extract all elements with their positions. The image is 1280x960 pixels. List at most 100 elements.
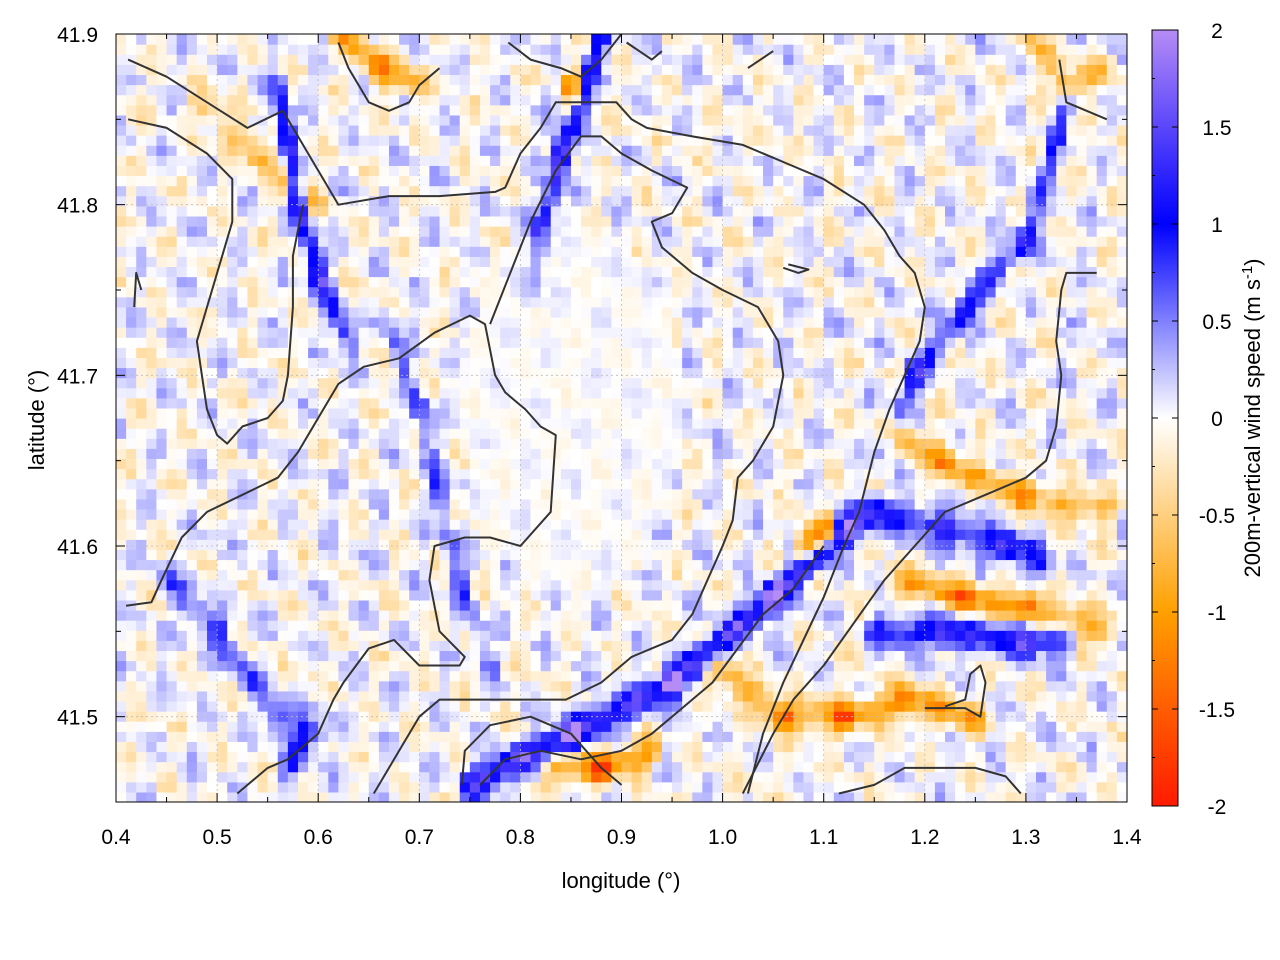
heatmap-cell bbox=[742, 650, 754, 662]
heatmap-cell bbox=[702, 589, 714, 601]
heatmap-cell bbox=[227, 761, 238, 773]
heatmap-cell bbox=[1056, 761, 1067, 773]
heatmap-cell bbox=[651, 620, 663, 631]
heatmap-cell bbox=[257, 488, 269, 500]
heatmap-cell bbox=[884, 529, 896, 540]
heatmap-cell bbox=[884, 488, 896, 500]
heatmap-cell bbox=[378, 791, 390, 802]
heatmap-cell bbox=[1086, 428, 1098, 439]
heatmap-cell bbox=[186, 680, 198, 692]
heatmap-cell bbox=[924, 610, 936, 621]
heatmap-cell bbox=[126, 387, 137, 399]
heatmap-cell bbox=[358, 498, 370, 510]
heatmap-cell bbox=[965, 488, 976, 500]
heatmap-cell bbox=[318, 559, 329, 571]
heatmap-cell bbox=[388, 529, 400, 540]
heatmap-cell bbox=[611, 377, 623, 389]
heatmap-cell bbox=[1015, 549, 1027, 561]
heatmap-cell bbox=[864, 539, 875, 550]
heatmap-cell bbox=[126, 357, 137, 369]
heatmap-cell bbox=[308, 599, 319, 611]
heatmap-cell bbox=[742, 791, 754, 802]
heatmap-cell bbox=[206, 660, 218, 672]
heatmap-cell bbox=[318, 771, 329, 783]
heatmap-cell bbox=[429, 761, 441, 773]
heatmap-cell bbox=[1036, 478, 1047, 490]
heatmap-cell bbox=[651, 781, 663, 793]
heatmap-cell bbox=[1036, 377, 1047, 389]
heatmap-cell bbox=[176, 306, 188, 318]
heatmap-cell bbox=[520, 428, 532, 439]
heatmap-cell bbox=[500, 448, 511, 460]
heatmap-cell bbox=[854, 539, 865, 550]
heatmap-cell bbox=[348, 731, 360, 742]
heatmap-cell bbox=[621, 660, 633, 672]
heatmap-cell bbox=[297, 640, 309, 652]
heatmap-cell bbox=[156, 519, 168, 530]
heatmap-cell bbox=[672, 650, 683, 662]
heatmap-cell bbox=[975, 438, 987, 449]
heatmap-cell bbox=[692, 610, 703, 621]
heatmap-cell bbox=[136, 761, 147, 773]
heatmap-cell bbox=[934, 418, 946, 429]
heatmap-cell bbox=[1015, 579, 1027, 591]
heatmap-cell bbox=[843, 610, 855, 621]
heatmap-cell bbox=[1066, 791, 1078, 802]
heatmap-cell bbox=[277, 721, 289, 732]
heatmap-cell bbox=[459, 610, 471, 621]
heatmap-cell bbox=[581, 670, 592, 682]
heatmap-cell bbox=[308, 700, 319, 712]
heatmap-cell bbox=[1046, 791, 1057, 802]
heatmap-cell bbox=[631, 559, 643, 571]
heatmap-cell bbox=[712, 458, 724, 470]
heatmap-cell bbox=[1056, 579, 1067, 591]
heatmap-cell bbox=[318, 327, 329, 338]
heatmap-cell bbox=[823, 337, 835, 348]
heatmap-cell bbox=[1005, 660, 1017, 672]
heatmap-cell bbox=[661, 640, 673, 652]
heatmap-cell bbox=[631, 630, 643, 641]
heatmap-cell bbox=[904, 529, 916, 540]
heatmap-cell bbox=[227, 559, 238, 571]
heatmap-cell bbox=[1066, 488, 1078, 500]
heatmap-cell bbox=[1066, 327, 1078, 338]
heatmap-cell bbox=[328, 438, 340, 449]
heatmap-cell bbox=[965, 438, 976, 449]
heatmap-cell bbox=[227, 306, 238, 318]
heatmap-cell bbox=[348, 761, 360, 773]
heatmap-cell bbox=[227, 357, 238, 369]
heatmap-cell bbox=[388, 458, 400, 470]
heatmap-cell bbox=[763, 327, 774, 338]
heatmap-cell bbox=[904, 700, 916, 712]
heatmap-cell bbox=[237, 741, 249, 753]
heatmap-cell bbox=[702, 418, 714, 429]
heatmap-cell bbox=[651, 337, 663, 348]
heatmap-cell bbox=[328, 711, 340, 722]
heatmap-cell bbox=[591, 377, 602, 389]
heatmap-cell bbox=[348, 337, 360, 348]
heatmap-cell bbox=[368, 387, 380, 399]
heatmap-cell bbox=[176, 640, 188, 652]
heatmap-cell bbox=[257, 327, 269, 338]
heatmap-cell bbox=[500, 418, 511, 429]
heatmap-cell bbox=[156, 428, 168, 439]
heatmap-cell bbox=[510, 428, 521, 439]
heatmap-cell bbox=[237, 721, 249, 732]
heatmap-cell bbox=[156, 337, 168, 348]
heatmap-cell bbox=[409, 387, 420, 399]
heatmap-cell bbox=[692, 539, 703, 550]
heatmap-cell bbox=[490, 296, 501, 308]
heatmap-cell bbox=[763, 316, 774, 328]
heatmap-cell bbox=[1056, 508, 1067, 520]
heatmap-cell bbox=[166, 478, 178, 490]
heatmap-cell bbox=[247, 650, 259, 662]
heatmap-cell bbox=[328, 519, 340, 530]
heatmap-cell bbox=[621, 559, 633, 571]
heatmap-cell bbox=[975, 741, 987, 753]
heatmap-cell bbox=[247, 296, 259, 308]
heatmap-cell bbox=[257, 296, 269, 308]
heatmap-cell bbox=[530, 347, 542, 358]
heatmap-cell bbox=[348, 458, 360, 470]
heatmap-cell bbox=[156, 357, 168, 369]
heatmap-cell bbox=[176, 347, 188, 358]
